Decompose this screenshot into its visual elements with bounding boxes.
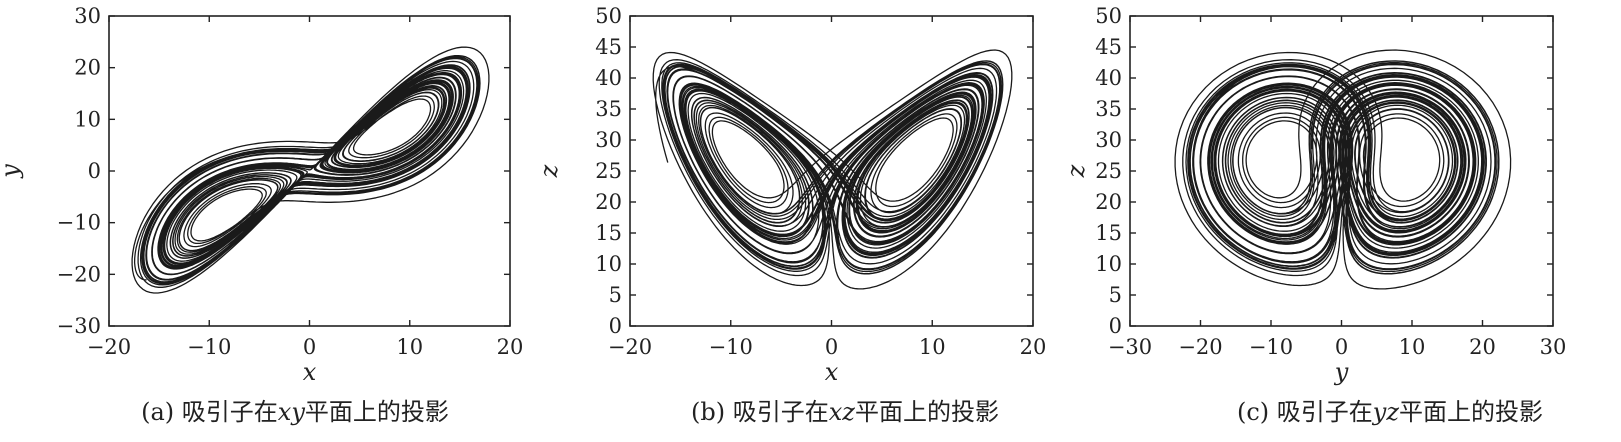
y-tick-label-b: 50: [595, 4, 622, 28]
y-tick-label-a: 0: [88, 159, 101, 183]
y-axis-label-c: z: [1070, 164, 1090, 178]
x-tick-label-a: 10: [396, 335, 423, 359]
y-tick-label-b: 40: [595, 66, 622, 90]
y-tick-label-c: 40: [1095, 66, 1122, 90]
y-tick-label-c: 20: [1095, 190, 1122, 214]
caption-c-var: yz: [1372, 398, 1399, 426]
x-tick-label-b: −20: [608, 335, 652, 359]
y-tick-label-a: −10: [57, 211, 101, 235]
y-tick-label-a: 30: [74, 4, 101, 28]
x-axis-label-c: y: [1334, 358, 1349, 386]
x-tick-label-c: 20: [1469, 335, 1496, 359]
x-tick-label-c: 0: [1335, 335, 1348, 359]
x-tick-label-c: −10: [1249, 335, 1293, 359]
y-tick-label-c: 5: [1109, 283, 1122, 307]
chart-c-plot: −30 −20 −10 0 10 20 30 0 5 10 15 20 25 30 35 40 45 50 y z: [1070, 4, 1567, 386]
y-tick-label-b: 15: [595, 221, 622, 245]
x-tick-label-a: −10: [187, 335, 231, 359]
y-tick-label-b: 45: [595, 35, 622, 59]
y-tick-label-c: 15: [1095, 221, 1122, 245]
x-tick-label-a: 20: [497, 335, 524, 359]
caption-a-suffix: 平面上的投影: [304, 398, 449, 426]
y-tick-label-a: −20: [57, 262, 101, 286]
caption-c-prefix: (c) 吸引子在: [1237, 398, 1373, 426]
x-tick-label-a: 0: [303, 335, 316, 359]
series-a-trajectory: [131, 46, 490, 294]
y-tick-label-c: 30: [1095, 128, 1122, 152]
y-tick-label-a: 10: [74, 107, 101, 131]
y-tick-label-c: 10: [1095, 252, 1122, 276]
y-tick-label-b: 5: [609, 283, 622, 307]
caption-c: (c) 吸引子在yz平面上的投影: [1175, 392, 1605, 427]
y-tick-label-b: 20: [595, 190, 622, 214]
x-tick-label-c: 10: [1399, 335, 1426, 359]
x-axis-label-b: x: [825, 358, 839, 386]
caption-b: (b) 吸引子在xz平面上的投影: [630, 392, 1060, 427]
panel-c: −30−20−10010203005101520253035404550yz (…: [1070, 0, 1621, 442]
series-b-trajectory: [652, 49, 1013, 290]
y-tick-label-c: 50: [1095, 4, 1122, 28]
caption-a-var: xy: [277, 398, 305, 426]
y-tick-label-a: −30: [57, 314, 101, 338]
y-tick-label-b: 10: [595, 252, 622, 276]
y-axis-label-b: z: [535, 164, 563, 178]
y-tick-label-c: 35: [1095, 97, 1122, 121]
chart-b-plot: −20 −10 0 10 20 0 5 10 15 20 25 30 35 40 45 50 x z: [535, 4, 1047, 386]
x-tick-label-a: −20: [87, 335, 131, 359]
y-axis-label-a: y: [0, 164, 24, 179]
caption-b-prefix: (b) 吸引子在: [691, 398, 829, 426]
y-tick-label-c: 45: [1095, 35, 1122, 59]
y-tick-label-c: 25: [1095, 159, 1122, 183]
caption-a-prefix: (a) 吸引子在: [141, 398, 278, 426]
x-axis-label-a: x: [303, 358, 317, 386]
y-tick-label-b: 35: [595, 97, 622, 121]
x-tick-label-b: 20: [1020, 335, 1047, 359]
caption-b-suffix: 平面上的投影: [854, 398, 999, 426]
y-tick-label-b: 0: [609, 314, 622, 338]
caption-a: (a) 吸引子在xy平面上的投影: [80, 392, 510, 427]
series-c-trajectory: [1174, 49, 1512, 290]
caption-c-suffix: 平面上的投影: [1399, 398, 1543, 426]
x-tick-label-b: 0: [825, 335, 838, 359]
x-tick-label-c: −20: [1178, 335, 1222, 359]
y-tick-label-a: 20: [74, 56, 101, 80]
y-tick-label-b: 25: [595, 159, 622, 183]
x-tick-label-c: −30: [1108, 335, 1152, 359]
panel-b: −20 −10 0 10 20 0 5 10 15 20 25 30 35 40 45 50 x z (b) 吸引…: [535, 0, 1065, 442]
x-tick-label-b: 10: [919, 335, 946, 359]
y-tick-label-b: 30: [595, 128, 622, 152]
y-tick-label-c: 0: [1109, 314, 1122, 338]
x-tick-label-b: −10: [709, 335, 753, 359]
caption-b-var: xz: [828, 398, 855, 426]
x-tick-label-c: 30: [1540, 335, 1567, 359]
